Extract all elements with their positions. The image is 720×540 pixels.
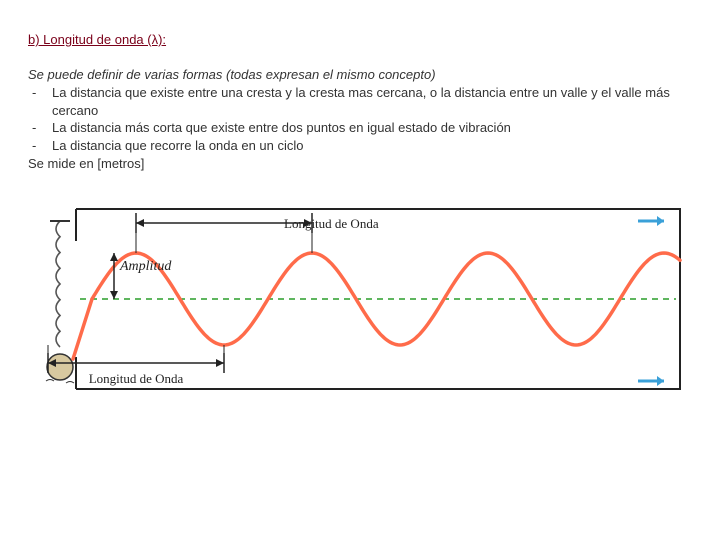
bullet-text: La distancia que existe entre una cresta… — [52, 84, 692, 119]
closing-text: Se mide en [metros] — [28, 156, 692, 171]
intro-text: Se puede definir de varias formas (todas… — [28, 67, 692, 82]
bullet-list: - La distancia que existe entre una cres… — [28, 84, 692, 154]
svg-text:Longitud de Onda: Longitud de Onda — [89, 371, 184, 386]
section-title: b) Longitud de onda (λ): — [28, 32, 692, 47]
svg-text:Longitud de Onda: Longitud de Onda — [284, 216, 379, 231]
dash: - — [28, 119, 52, 137]
dash: - — [28, 84, 52, 119]
dash: - — [28, 137, 52, 155]
list-item: - La distancia que recorre la onda en un… — [28, 137, 692, 155]
svg-text:Amplitud: Amplitud — [119, 259, 172, 274]
bullet-text: La distancia más corta que existe entre … — [52, 119, 692, 137]
bullet-text: La distancia que recorre la onda en un c… — [52, 137, 692, 155]
list-item: - La distancia más corta que existe entr… — [28, 119, 692, 137]
wave-diagram: Longitud de Onda Longitud de Onda Amplitud — [28, 201, 688, 401]
list-item: - La distancia que existe entre una cres… — [28, 84, 692, 119]
